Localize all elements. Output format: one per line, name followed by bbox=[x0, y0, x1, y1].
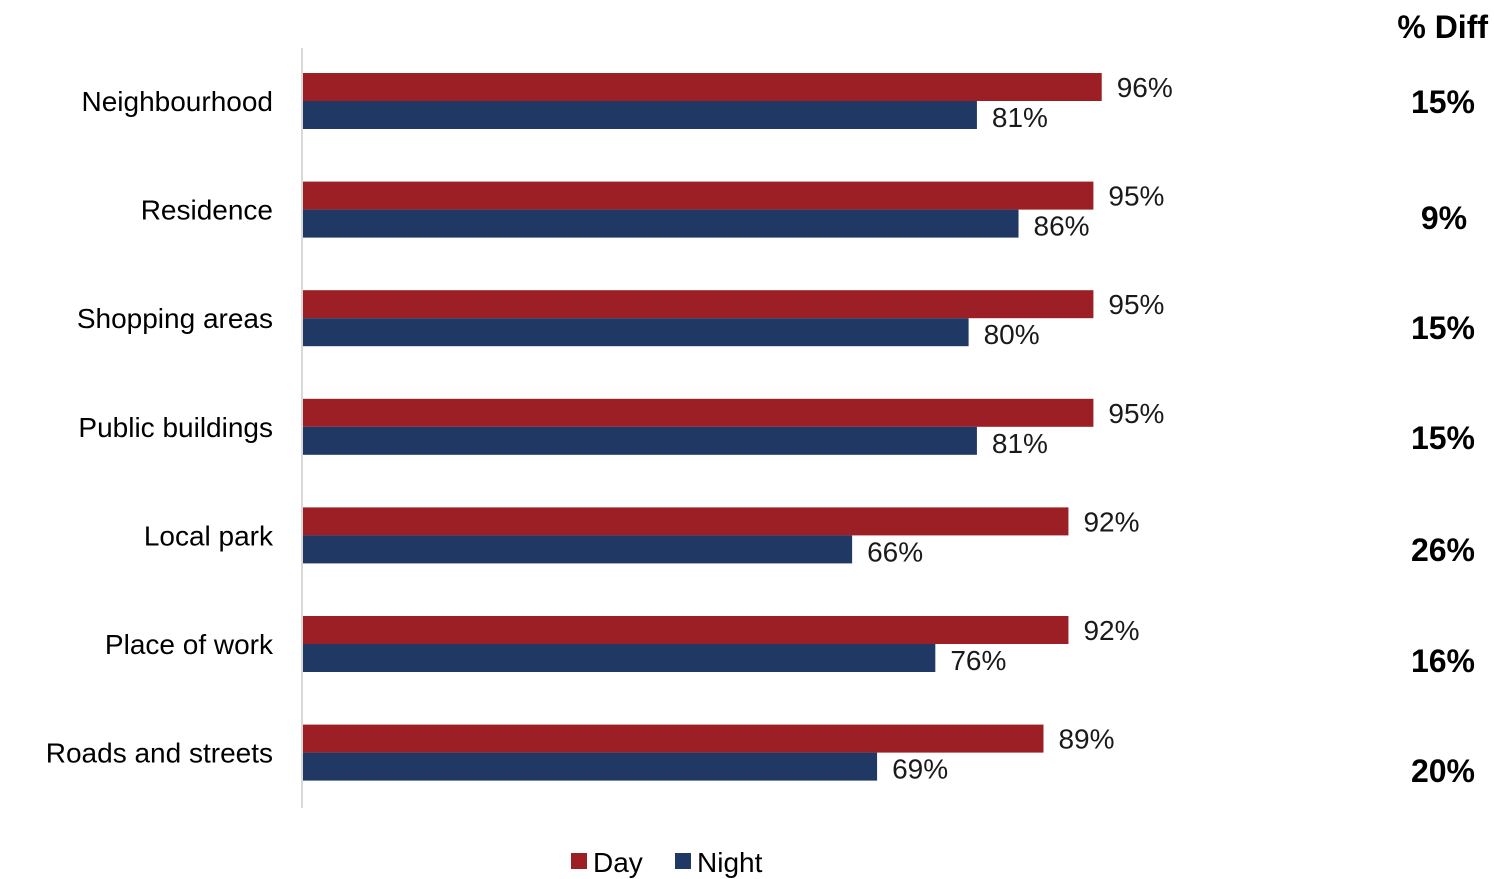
diff-header: % Diff bbox=[1397, 9, 1488, 45]
bar-night-local-park bbox=[303, 535, 853, 564]
value-label-night-neighbourhood: 81% bbox=[992, 102, 1048, 133]
legend-label-day: Day bbox=[593, 847, 643, 878]
diff-value-local-park: 26% bbox=[1411, 532, 1475, 568]
legend-swatch-day bbox=[571, 853, 587, 869]
value-label-day-shopping-areas: 95% bbox=[1108, 289, 1164, 320]
category-label-public-buildings: Public buildings bbox=[78, 412, 273, 443]
value-label-day-neighbourhood: 96% bbox=[1117, 72, 1173, 103]
legend-swatch-night bbox=[675, 853, 691, 869]
value-label-night-place-of-work: 76% bbox=[950, 645, 1006, 676]
category-label-neighbourhood: Neighbourhood bbox=[82, 86, 274, 117]
legend-label-night: Night bbox=[697, 847, 763, 878]
bar-day-public-buildings bbox=[303, 398, 1094, 427]
category-label-place-of-work: Place of work bbox=[105, 629, 274, 660]
value-label-night-local-park: 66% bbox=[867, 536, 923, 567]
diff-value-place-of-work: 16% bbox=[1411, 643, 1475, 679]
value-label-day-roads-and-streets: 89% bbox=[1058, 724, 1114, 755]
diff-value-neighbourhood: 15% bbox=[1411, 84, 1475, 120]
bar-day-place-of-work bbox=[303, 616, 1069, 644]
value-label-night-residence: 86% bbox=[1034, 211, 1090, 242]
bar-day-neighbourhood bbox=[303, 73, 1102, 101]
category-label-shopping-areas: Shopping areas bbox=[77, 303, 273, 334]
value-label-day-local-park: 92% bbox=[1083, 506, 1139, 537]
value-label-day-public-buildings: 95% bbox=[1108, 398, 1164, 429]
bar-night-shopping-areas bbox=[303, 318, 969, 347]
bar-day-roads-and-streets bbox=[303, 724, 1044, 753]
bar-night-public-buildings bbox=[303, 426, 977, 455]
category-label-residence: Residence bbox=[141, 195, 273, 226]
bar-night-place-of-work bbox=[303, 644, 936, 672]
value-label-day-place-of-work: 92% bbox=[1083, 615, 1139, 646]
diff-value-shopping-areas: 15% bbox=[1411, 310, 1475, 346]
value-label-night-public-buildings: 81% bbox=[992, 428, 1048, 459]
bars-group: Neighbourhood 96% 81% 15% Residence 95% 86% 9% S… bbox=[46, 72, 1475, 789]
value-label-night-roads-and-streets: 69% bbox=[892, 754, 948, 785]
bar-day-residence bbox=[303, 181, 1094, 210]
bar-night-roads-and-streets bbox=[303, 752, 878, 781]
value-label-night-shopping-areas: 80% bbox=[984, 319, 1040, 350]
bar-night-residence bbox=[303, 209, 1019, 238]
diff-value-public-buildings: 15% bbox=[1411, 420, 1475, 456]
category-label-local-park: Local park bbox=[144, 520, 274, 551]
diff-value-residence: 9% bbox=[1421, 200, 1467, 236]
diff-value-roads-and-streets: 20% bbox=[1411, 753, 1475, 789]
bar-night-neighbourhood bbox=[303, 101, 977, 129]
legend: Day Night bbox=[571, 847, 763, 878]
bar-day-local-park bbox=[303, 507, 1069, 536]
bar-day-shopping-areas bbox=[303, 290, 1094, 319]
value-label-day-residence: 95% bbox=[1108, 181, 1164, 212]
category-label-roads-and-streets: Roads and streets bbox=[46, 738, 273, 769]
